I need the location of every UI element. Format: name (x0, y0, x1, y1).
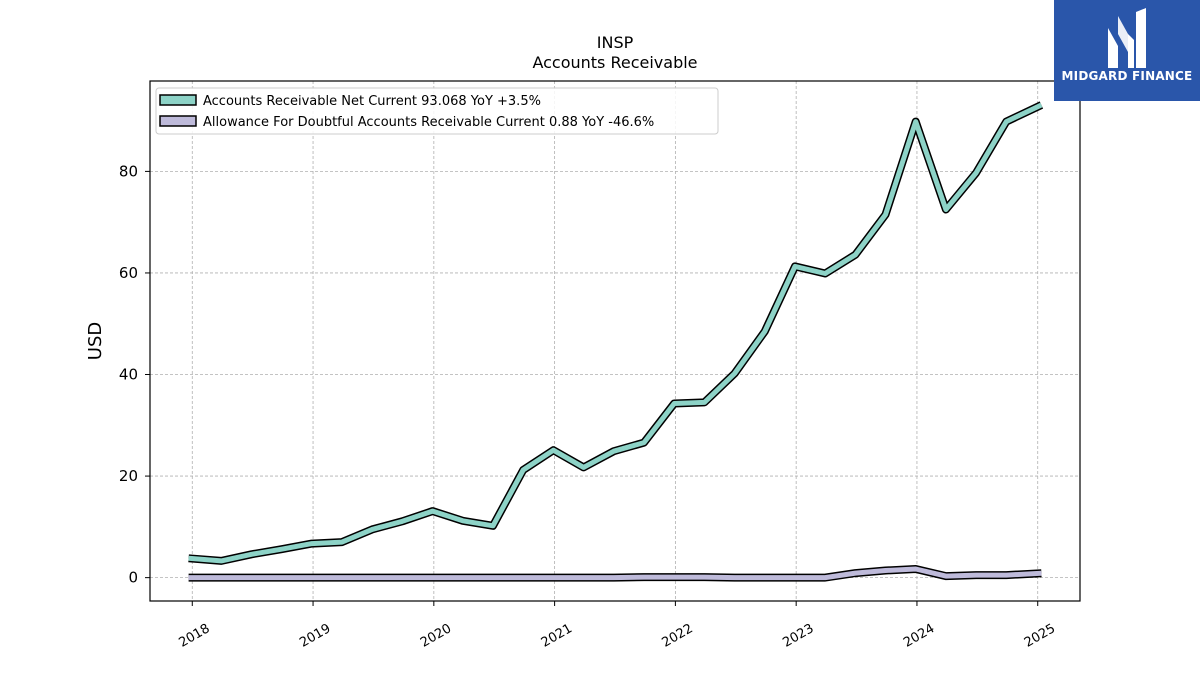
series-layer (188, 101, 1044, 582)
logo-text: MIDGARD FINANCE (1061, 69, 1193, 83)
x-tick-label: 2025 (1022, 621, 1058, 651)
legend-box (155, 87, 719, 135)
brand-logo: MIDGARD FINANCE (1054, 0, 1200, 101)
x-tick-label: 2023 (780, 621, 816, 651)
legend-label-allowance: Allowance For Doubtful Accounts Receivab… (203, 115, 654, 130)
midgard-logo-icon (1108, 8, 1146, 68)
legend-swatch-allowance (159, 115, 197, 127)
y-tick-label: 0 (128, 569, 138, 587)
y-tick-label: 60 (119, 264, 138, 282)
x-tick-label: 2018 (176, 621, 212, 651)
series-line-0 (188, 102, 1043, 564)
y-tick-label: 80 (119, 162, 138, 180)
legend-swatch-ar-net (159, 94, 197, 106)
chart-title: INSP (597, 33, 634, 52)
legend-label-ar-net: Accounts Receivable Net Current 93.068 Y… (203, 94, 541, 109)
y-tick-label: 20 (119, 467, 138, 485)
x-axis: 2018 2019 2020 2021 2022 2023 2024 2025 (176, 601, 1058, 651)
x-tick-label: 2020 (418, 621, 454, 651)
y-tick-label: 40 (119, 366, 138, 384)
x-tick-label: 2024 (901, 621, 937, 651)
plot-frame (149, 80, 1081, 602)
y-axis-label: USD (85, 322, 106, 360)
series-line-1 (188, 566, 1042, 581)
chart-subtitle: Accounts Receivable (532, 53, 697, 72)
x-tick-label: 2022 (660, 621, 696, 651)
y-axis: 0 20 40 60 80 (119, 162, 150, 587)
x-tick-label: 2021 (539, 621, 575, 651)
x-tick-label: 2019 (297, 621, 333, 651)
legend: Accounts Receivable Net Current 93.068 Y… (155, 87, 719, 135)
plot-area (150, 81, 1080, 601)
